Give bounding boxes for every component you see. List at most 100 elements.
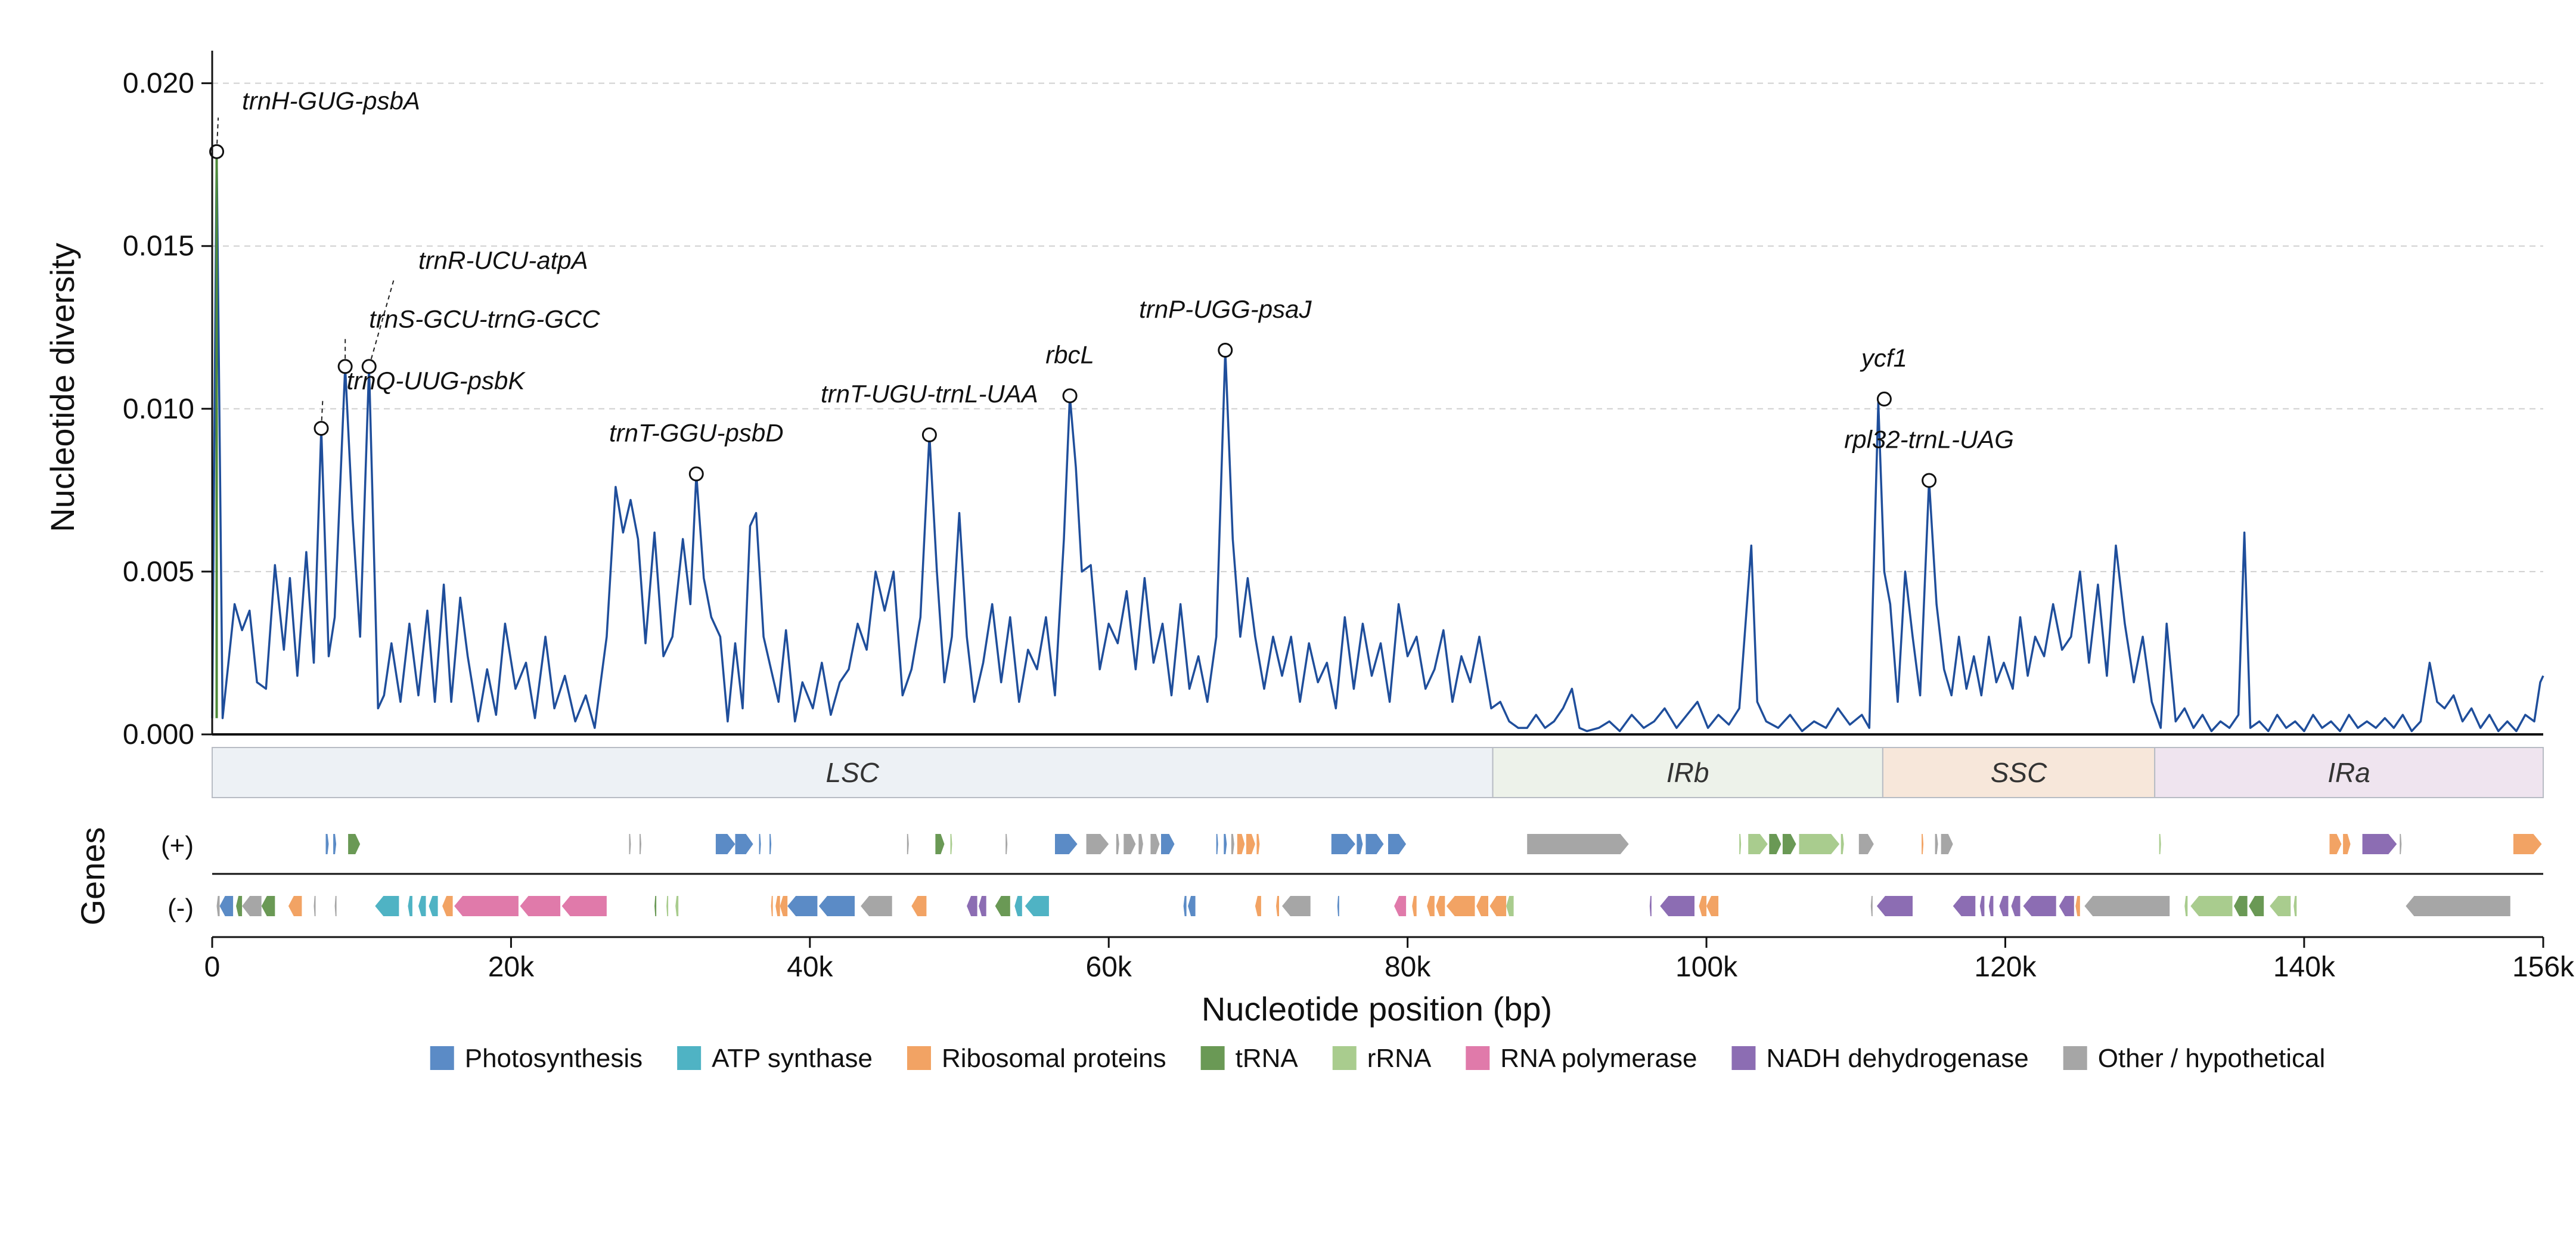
gene-block [1246, 834, 1255, 854]
strand-minus-label: (-) [167, 894, 194, 923]
peak-label: trnT-UGU-trnL-UAA [821, 380, 1038, 408]
gene-block [2362, 834, 2397, 854]
gene-block [2084, 896, 2170, 916]
legend-swatch [2063, 1046, 2087, 1070]
gene-block [348, 834, 361, 854]
gene-block [2406, 896, 2510, 916]
gene-block [759, 834, 761, 854]
peak-label: rbcL [1045, 340, 1094, 368]
peak-marker [337, 359, 353, 374]
gene-block [654, 896, 657, 916]
gene-block [735, 834, 753, 854]
gene-block [333, 834, 337, 854]
gene-block [334, 896, 337, 916]
gene-block [1799, 834, 1840, 854]
legend-label: tRNA [1236, 1044, 1299, 1073]
x-tick-label: 100k [1675, 951, 1738, 983]
gene-block [2234, 896, 2248, 916]
gene-block [1237, 834, 1245, 854]
legend-label: NADH dehydrogenase [1766, 1044, 2028, 1073]
peak-marker [314, 421, 329, 436]
gene-block [1365, 834, 1384, 854]
gene-block [907, 834, 909, 854]
gene-block [1188, 896, 1196, 916]
gene-block [520, 896, 561, 916]
peak-leader-line [321, 397, 324, 429]
gene-block [1255, 896, 1261, 916]
gene-block [1870, 896, 1873, 916]
y-tick-label: 0.020 [123, 68, 194, 100]
peak-marker [1876, 391, 1892, 407]
gene-block [1476, 896, 1488, 916]
gene-block [1706, 896, 1719, 916]
gene-block [1841, 834, 1844, 854]
legend-swatch [1200, 1046, 1225, 1070]
gene-block [454, 896, 519, 916]
peak-marker [1922, 473, 1937, 488]
gene-block [1183, 896, 1187, 916]
gene-block [1922, 834, 1924, 854]
y-tick-label: 0.005 [123, 556, 194, 588]
legend-label: Photosynthesis [465, 1044, 643, 1073]
gene-block [1138, 834, 1143, 854]
gene-block [1858, 834, 1874, 854]
peak-annotations: trnH-GUG-psbA trnQ-UUG-psbK trnS-GCU-trnG-… [209, 86, 2014, 488]
gene-block [1935, 834, 1938, 854]
gene-block [1436, 896, 1445, 916]
gene-block [2249, 896, 2264, 916]
y-tick-label: 0.000 [123, 719, 194, 750]
gene-block [818, 896, 855, 916]
gene-block [1876, 896, 1913, 916]
gene-block [775, 896, 780, 916]
legend: Photosynthesis ATP synthase Ribosomal prot… [430, 1044, 2326, 1073]
gene-block [967, 896, 977, 916]
gene-block [2159, 834, 2161, 854]
gene-block [1427, 896, 1435, 916]
peak-label: trnQ-UUG-psbK [347, 367, 526, 395]
gene-track [216, 834, 2542, 916]
legend-swatch [1466, 1046, 1490, 1070]
gene-block [442, 896, 453, 916]
peak-marker [1218, 342, 1233, 358]
x-tick-label: 156k [2512, 951, 2575, 983]
gene-block [261, 896, 275, 916]
diversity-line-series [211, 150, 2544, 733]
legend-swatch [1731, 1046, 1756, 1070]
gene-block [375, 896, 399, 916]
gene-block [216, 896, 220, 916]
gene-block [1769, 834, 1782, 854]
region-ssc [1882, 747, 2156, 798]
y-tick-label: 0.010 [123, 393, 194, 425]
gene-block [2184, 896, 2188, 916]
gene-block [1150, 834, 1160, 854]
legend-label: rRNA [1367, 1044, 1432, 1073]
gene-block [325, 834, 329, 854]
gene-block [1161, 834, 1175, 854]
region-ira [2154, 747, 2544, 798]
gene-block [769, 834, 772, 854]
peak-label: trnR-UCU-atpA [418, 246, 588, 274]
gene-block [1014, 896, 1022, 916]
gridlines [212, 82, 2543, 572]
gene-block [1116, 834, 1119, 854]
gene-block [1953, 896, 1976, 916]
gene-block [288, 896, 302, 916]
gene-block [408, 896, 412, 916]
gene-block [2023, 896, 2056, 916]
gene-block [1224, 834, 1227, 854]
gene-block [1748, 834, 1768, 854]
x-tick-label: 20k [488, 951, 535, 983]
peak-marker [361, 359, 377, 374]
x-tick-label: 120k [1974, 951, 2037, 983]
gene-block [1055, 834, 1078, 854]
gene-block [1025, 896, 1049, 916]
gene-block [242, 896, 262, 916]
x-tick-label: 80k [1385, 951, 1431, 983]
strand-plus-label: (+) [161, 831, 194, 860]
gene-block [780, 896, 788, 916]
region-track: LSC IRb SSC IRa [212, 747, 2544, 798]
gene-block [640, 834, 641, 854]
gene-block [675, 896, 679, 916]
gene-block [2400, 834, 2402, 854]
legend-label: Other / hypothetical [2098, 1044, 2326, 1073]
